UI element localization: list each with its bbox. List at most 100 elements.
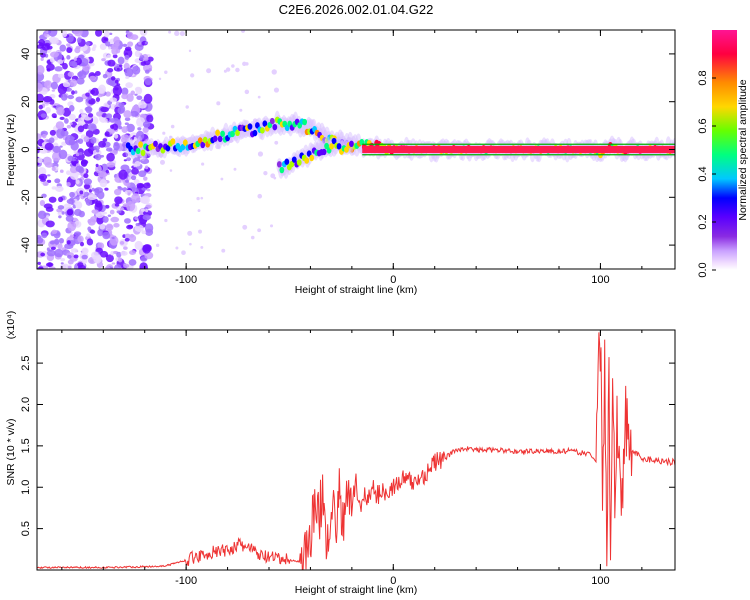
noise-dot [83, 183, 91, 190]
snr-line-group [37, 332, 675, 570]
spectrogram-noise-region [37, 30, 280, 269]
noise-dot [206, 68, 212, 74]
noise-dot [37, 237, 44, 244]
noise-dot [138, 100, 147, 109]
noise-dot [81, 247, 89, 255]
noise-dot [77, 262, 84, 268]
ridge-branch-blob [336, 143, 342, 150]
snr-panel: -100 0 100 0.5 1.0 1.5 2.0 2.5 Height of strai… [5, 311, 676, 596]
ridge-main-blob [217, 135, 223, 143]
noise-dot [273, 87, 280, 93]
colorbar-tick-label: 0.6 [697, 118, 709, 133]
ridge-branch-blob [291, 156, 297, 163]
noise-dot [48, 36, 57, 43]
noise-dot [271, 69, 277, 75]
noise-dot [37, 42, 40, 46]
noise-dot [46, 45, 53, 50]
noise-dot [75, 201, 83, 209]
noise-dot [104, 131, 110, 136]
noise-dot [43, 33, 48, 37]
noise-dot [127, 224, 134, 229]
noise-dot [131, 175, 137, 181]
noise-dot [145, 208, 149, 213]
noise-dot [87, 226, 92, 231]
snr-series-line [37, 332, 675, 570]
noise-dot [62, 62, 68, 70]
noise-dot [66, 47, 73, 54]
noise-dot [82, 195, 87, 198]
noise-dot [77, 117, 86, 126]
noise-dot [45, 106, 51, 114]
noise-dot [244, 89, 250, 95]
noise-dot [83, 135, 90, 143]
noise-dot [105, 147, 113, 152]
noise-dot [125, 75, 130, 80]
ridge-branch-blob [331, 137, 337, 145]
noise-dot [196, 196, 200, 201]
noise-dot [105, 169, 110, 174]
noise-dot [58, 196, 64, 203]
noise-dot [53, 105, 57, 108]
noise-dot [130, 110, 139, 117]
noise-dot [49, 129, 56, 136]
noise-dot [48, 30, 58, 37]
ridge-main-blob [135, 147, 141, 155]
noise-dot [127, 31, 134, 40]
noise-dot [85, 198, 93, 206]
noise-dot [85, 129, 94, 138]
snr-x-ticks: -100 0 100 [61, 330, 643, 587]
noise-dot [126, 93, 134, 102]
noise-dot [146, 114, 154, 123]
noise-dot [96, 215, 104, 225]
noise-dot [102, 231, 111, 240]
colorbar-gradient [712, 30, 737, 270]
noise-dot [141, 230, 147, 235]
noise-dot [125, 179, 129, 183]
noise-dot [86, 238, 94, 246]
noise-dot [113, 117, 119, 122]
noise-dot [69, 170, 79, 180]
y-tick-label: 20 [20, 96, 32, 108]
noise-dot [66, 209, 74, 216]
noise-dot [114, 203, 120, 207]
colorbar-tick-label: 0.0 [697, 262, 709, 277]
noise-dot [124, 117, 131, 122]
y-tick-label: 0.5 [20, 521, 32, 536]
noise-dot [68, 105, 75, 112]
noise-dot [197, 209, 201, 213]
noise-dot [51, 166, 56, 172]
ridge-main-blob [165, 145, 171, 152]
ridge-main-blob [255, 122, 260, 129]
y-tick-label: 0 [20, 146, 32, 152]
ridge-main-blob [182, 139, 188, 146]
colorbar-tick-label: 0.8 [697, 70, 709, 85]
noise-dot [142, 244, 151, 254]
ridge-main-blob [269, 117, 275, 125]
noise-dot [110, 76, 116, 81]
noise-dot [111, 236, 115, 240]
noise-dot [130, 90, 136, 96]
ridge-main-band [362, 145, 675, 154]
noise-dot [225, 67, 231, 72]
noise-dot [59, 145, 63, 148]
ridge-branch-blob [349, 140, 354, 148]
noise-dot [118, 125, 123, 130]
noise-dot [74, 90, 78, 94]
noise-dot [116, 67, 120, 71]
noise-dot [60, 93, 68, 101]
noise-dot [77, 235, 84, 243]
colorbar-ticks: 0.0 0.2 0.4 0.6 0.8 [697, 70, 716, 278]
noise-dot [54, 238, 60, 245]
noise-dot [73, 254, 79, 259]
noise-dot [37, 261, 41, 266]
noise-dot [59, 44, 67, 52]
noise-dot [91, 251, 100, 260]
noise-dot [84, 41, 91, 46]
noise-dot [111, 262, 116, 265]
noise-dot [139, 262, 148, 269]
ridge-branch-blob [289, 160, 295, 168]
noise-dot [132, 65, 141, 75]
ridge-main-blob [138, 141, 143, 148]
noise-dot [45, 262, 54, 267]
noise-dot [124, 237, 130, 242]
